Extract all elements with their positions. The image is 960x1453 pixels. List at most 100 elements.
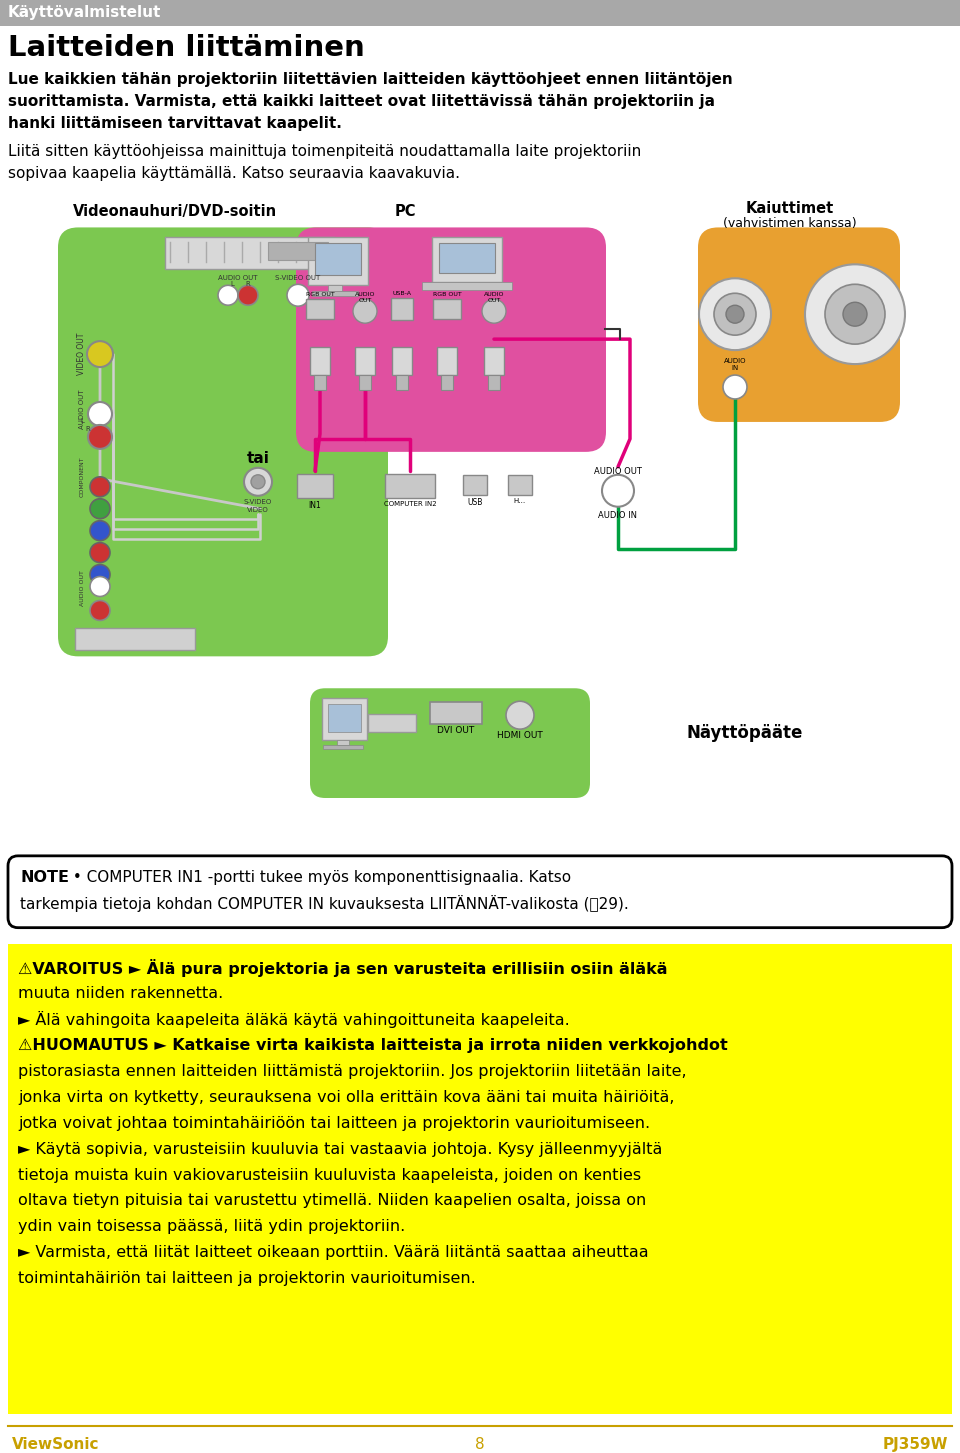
Bar xyxy=(323,745,363,750)
Circle shape xyxy=(90,520,110,541)
FancyBboxPatch shape xyxy=(296,228,606,452)
Circle shape xyxy=(287,285,309,307)
Bar xyxy=(488,375,500,389)
Bar xyxy=(314,375,326,389)
Text: R: R xyxy=(246,282,251,288)
Text: ⚠VAROITUS ► Älä pura projektoria ja sen varusteita erillisiin osiin äläkä: ⚠VAROITUS ► Älä pura projektoria ja sen … xyxy=(18,959,667,976)
Circle shape xyxy=(238,285,258,305)
Text: IN1: IN1 xyxy=(308,501,322,510)
Text: Kaiuttimet: Kaiuttimet xyxy=(746,202,834,216)
FancyBboxPatch shape xyxy=(310,689,590,798)
FancyBboxPatch shape xyxy=(58,228,388,657)
Text: AUDIO OUT: AUDIO OUT xyxy=(79,389,85,429)
Circle shape xyxy=(244,468,272,495)
Circle shape xyxy=(90,498,110,519)
Text: ► Älä vahingoita kaapeleita äläkä käytä vahingoittuneita kaapeleita.: ► Älä vahingoita kaapeleita äläkä käytä … xyxy=(18,1011,569,1027)
Text: Lue kaikkien tähän projektoriin liitettävien laitteiden käyttöohjeet ennen liitä: Lue kaikkien tähän projektoriin liitettä… xyxy=(8,73,732,87)
Text: H…: H… xyxy=(514,498,526,504)
Bar xyxy=(8,943,952,1414)
Circle shape xyxy=(88,424,112,449)
Text: VIDEO OUT: VIDEO OUT xyxy=(78,333,86,375)
Bar xyxy=(355,347,375,375)
Text: DVI OUT: DVI OUT xyxy=(438,726,474,735)
Text: USB-A: USB-A xyxy=(393,291,412,296)
Text: • COMPUTER IN1 -portti tukee myös komponenttisignaalia. Katso: • COMPUTER IN1 -portti tukee myös kompon… xyxy=(68,870,571,885)
Text: hanki liittämiseen tarvittavat kaapelit.: hanki liittämiseen tarvittavat kaapelit. xyxy=(8,116,342,131)
Bar xyxy=(441,375,453,389)
Text: ⚠HUOMAUTUS ► Katkaise virta kaikista laitteista ja irrota niiden verkkojohdot: ⚠HUOMAUTUS ► Katkaise virta kaikista lai… xyxy=(18,1037,728,1053)
Bar xyxy=(306,299,334,320)
Text: Videonauhuri/DVD-soitin: Videonauhuri/DVD-soitin xyxy=(73,205,277,219)
Circle shape xyxy=(843,302,867,325)
Bar xyxy=(396,375,408,389)
Text: L: L xyxy=(230,282,234,288)
Text: AUDIO OUT: AUDIO OUT xyxy=(80,571,84,606)
Circle shape xyxy=(90,477,110,497)
Text: PJ359W: PJ359W xyxy=(882,1437,948,1452)
Text: tietoja muista kuin vakiovarusteisiin kuuluvista kaapeleista, joiden on kenties: tietoja muista kuin vakiovarusteisiin ku… xyxy=(18,1168,641,1183)
Text: R: R xyxy=(85,426,90,432)
Circle shape xyxy=(87,341,113,368)
Bar xyxy=(422,282,512,291)
Text: USB: USB xyxy=(468,498,483,507)
Bar xyxy=(75,628,195,651)
Text: tai: tai xyxy=(247,452,270,466)
Text: ► Käytä sopivia, varusteisiin kuuluvia tai vastaavia johtoja. Kysy jälleenmyyjäl: ► Käytä sopivia, varusteisiin kuuluvia t… xyxy=(18,1142,662,1157)
Bar xyxy=(391,298,413,320)
Bar xyxy=(328,285,342,291)
Text: 8: 8 xyxy=(475,1437,485,1452)
Circle shape xyxy=(805,264,905,365)
Text: RGB OUT: RGB OUT xyxy=(433,292,462,298)
Text: AUDIO
IN: AUDIO IN xyxy=(724,357,746,371)
Text: ► Varmista, että liität laitteet oikeaan porttiin. Väärä liitäntä saattaa aiheut: ► Varmista, että liität laitteet oikeaan… xyxy=(18,1245,649,1260)
Circle shape xyxy=(714,294,756,336)
Bar xyxy=(484,347,504,375)
Text: Käyttövalmistelut: Käyttövalmistelut xyxy=(8,6,161,20)
Text: VIDEO: VIDEO xyxy=(247,507,269,513)
Bar xyxy=(268,243,328,260)
Circle shape xyxy=(353,299,377,323)
Text: Liitä sitten käyttöohjeissa mainittuja toimenpiteitä noudattamalla laite projekt: Liitä sitten käyttöohjeissa mainittuja t… xyxy=(8,144,641,160)
Bar xyxy=(315,244,361,275)
Circle shape xyxy=(726,305,744,323)
Bar xyxy=(312,291,358,296)
Bar xyxy=(385,474,435,498)
Text: jonka virta on kytketty, seurauksena voi olla erittäin kova ääni tai muita häiri: jonka virta on kytketty, seurauksena voi… xyxy=(18,1090,675,1104)
Bar xyxy=(297,474,333,498)
Text: HDMI OUT: HDMI OUT xyxy=(497,731,542,740)
Bar xyxy=(322,699,367,740)
Text: sopivaa kaapelia käyttämällä. Katso seuraavia kaavakuvia.: sopivaa kaapelia käyttämällä. Katso seur… xyxy=(8,166,460,182)
Text: AUDIO
OUT: AUDIO OUT xyxy=(484,292,504,304)
Bar xyxy=(368,715,416,732)
FancyBboxPatch shape xyxy=(8,856,952,927)
Bar xyxy=(165,237,335,269)
Circle shape xyxy=(825,285,885,344)
Text: jotka voivat johtaa toimintahäiriöön tai laitteen ja projektorin vaurioitumiseen: jotka voivat johtaa toimintahäiriöön tai… xyxy=(18,1116,650,1130)
Bar xyxy=(392,347,412,375)
Text: tarkempia tietoja kohdan COMPUTER IN kuvauksesta LIITÄNNÄT-valikosta (📒29).: tarkempia tietoja kohdan COMPUTER IN kuv… xyxy=(20,895,629,912)
Text: ydin vain toisessa päässä, liitä ydin projektoriin.: ydin vain toisessa päässä, liitä ydin pr… xyxy=(18,1219,405,1235)
Text: L: L xyxy=(80,418,84,424)
Bar xyxy=(0,0,960,26)
Circle shape xyxy=(88,402,112,426)
Text: Näyttöpääte: Näyttöpääte xyxy=(686,724,804,742)
Text: ViewSonic: ViewSonic xyxy=(12,1437,100,1452)
Bar xyxy=(430,702,482,724)
Circle shape xyxy=(218,285,238,305)
Text: RGB OUT: RGB OUT xyxy=(305,292,334,298)
Text: NOTE: NOTE xyxy=(20,870,69,885)
Bar xyxy=(310,347,330,375)
Circle shape xyxy=(723,375,747,400)
Text: AUDIO
OUT: AUDIO OUT xyxy=(355,292,375,304)
Text: AUDIO IN: AUDIO IN xyxy=(598,510,637,520)
Bar xyxy=(359,375,371,389)
Circle shape xyxy=(90,600,110,620)
Text: PC: PC xyxy=(395,205,416,219)
Circle shape xyxy=(506,702,534,729)
Bar xyxy=(437,347,457,375)
Text: (vahvistimen kanssa): (vahvistimen kanssa) xyxy=(723,218,857,231)
Text: COMPUTER IN2: COMPUTER IN2 xyxy=(384,501,436,507)
Circle shape xyxy=(90,577,110,597)
Text: suorittamista. Varmista, että kaikki laitteet ovat liitettävissä tähän projektor: suorittamista. Varmista, että kaikki lai… xyxy=(8,94,715,109)
Bar xyxy=(433,299,461,320)
